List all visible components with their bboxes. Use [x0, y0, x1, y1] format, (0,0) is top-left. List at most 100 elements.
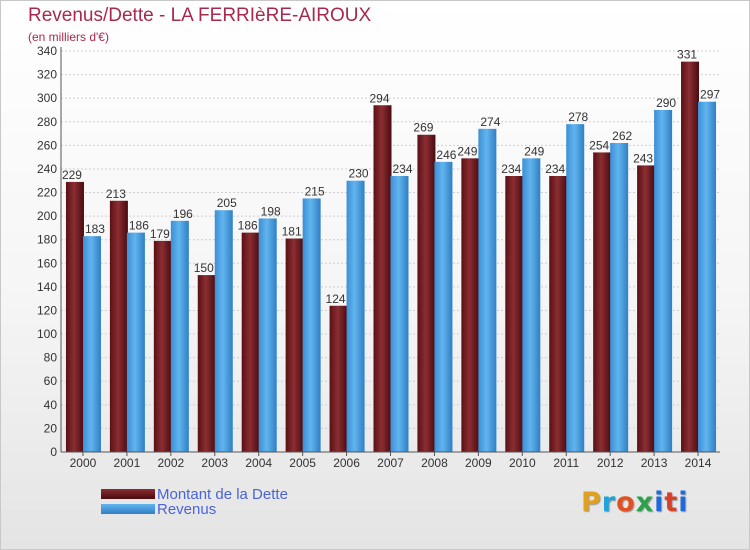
- x-tick-label: 2006: [333, 456, 360, 470]
- bars: [65, 61, 717, 453]
- bar-debt: [505, 176, 524, 453]
- bar-revenue: [654, 109, 673, 453]
- bar-debt: [329, 305, 348, 452]
- bar-debt: [153, 240, 172, 452]
- y-tick-label: 180: [37, 233, 57, 247]
- data-label-revenue: 290: [656, 96, 676, 110]
- bar-debt: [417, 134, 436, 453]
- bar-revenue: [434, 161, 453, 453]
- bar-debt: [549, 176, 568, 453]
- bar-debt: [197, 275, 216, 452]
- y-tick-label: 160: [37, 256, 57, 270]
- y-tick-label: 240: [37, 162, 57, 176]
- x-tick-label: 2012: [597, 456, 624, 470]
- y-tick-label: 280: [37, 115, 57, 129]
- bar-revenue: [258, 218, 277, 452]
- bar-revenue: [126, 232, 145, 452]
- x-tick-label: 2005: [289, 456, 316, 470]
- bar-revenue: [390, 176, 409, 453]
- data-label-debt: 243: [633, 151, 653, 165]
- bar-debt: [681, 61, 700, 452]
- data-label-debt: 179: [150, 227, 170, 241]
- data-label-debt: 249: [457, 144, 477, 158]
- legend-label-revenue: Revenus: [157, 501, 217, 518]
- y-tick-label: 220: [37, 186, 57, 200]
- x-tick-label: 2007: [377, 456, 404, 470]
- data-label-debt: 234: [545, 162, 565, 176]
- logo-letter: P: [581, 487, 602, 518]
- logo-letter: i: [678, 487, 689, 518]
- bar-debt: [285, 238, 304, 452]
- bar-debt: [593, 152, 612, 452]
- x-tick-label: 2002: [157, 456, 184, 470]
- x-tick-label: 2014: [685, 456, 712, 470]
- data-label-revenue: 262: [612, 129, 632, 143]
- data-label-revenue: 234: [392, 162, 412, 176]
- x-tick-label: 2008: [421, 456, 448, 470]
- bar-revenue: [566, 124, 585, 452]
- data-label-debt: 229: [62, 168, 82, 182]
- bar-debt: [241, 232, 260, 452]
- y-tick-label: 340: [37, 44, 57, 58]
- data-label-revenue: 205: [217, 196, 237, 210]
- x-tick-label: 2000: [70, 456, 97, 470]
- data-label-debt: 213: [106, 187, 126, 201]
- data-label-revenue: 278: [568, 110, 588, 124]
- y-tick-label: 40: [44, 398, 58, 412]
- data-label-revenue: 215: [305, 184, 325, 198]
- bar-debt: [637, 165, 656, 452]
- x-tick-label: 2004: [245, 456, 272, 470]
- bar-revenue: [82, 236, 101, 452]
- y-tick-label: 80: [44, 351, 58, 365]
- data-label-revenue: 186: [129, 219, 149, 233]
- bar-debt: [461, 158, 480, 452]
- bar-debt: [109, 200, 128, 452]
- data-label-revenue: 230: [349, 167, 369, 181]
- x-tick-label: 2013: [641, 456, 668, 470]
- x-tick-label: 2010: [509, 456, 536, 470]
- chart-title: Revenus/Dette - LA FERRIèRE-AIROUX: [28, 5, 372, 26]
- legend-swatch-debt: [101, 489, 155, 499]
- data-label-revenue: 196: [173, 207, 193, 221]
- data-label-debt: 124: [326, 292, 346, 306]
- bar-debt: [65, 181, 84, 452]
- bar-revenue: [214, 210, 233, 452]
- axes: 0 20 40 60 80 100 120 140 160 180 200 220 240 260 280 3…: [37, 44, 720, 470]
- data-label-debt: 331: [677, 48, 697, 62]
- data-label-debt: 150: [194, 261, 214, 275]
- bar-revenue: [170, 220, 189, 452]
- logo-letter: i: [654, 487, 665, 518]
- y-tick-label: 140: [37, 280, 57, 294]
- x-tick-label: 2003: [201, 456, 228, 470]
- x-tick-label: 2001: [114, 456, 141, 470]
- x-tick-label: 2011: [553, 456, 579, 470]
- data-label-revenue: 198: [261, 204, 281, 218]
- y-tick-label: 200: [37, 209, 57, 223]
- y-tick-label: 320: [37, 68, 57, 82]
- logo-letter: t: [664, 487, 679, 518]
- bar-revenue: [698, 101, 717, 452]
- data-label-revenue: 274: [480, 115, 500, 129]
- y-tick-label: 300: [37, 91, 57, 105]
- bar-revenue: [302, 198, 321, 452]
- y-tick-label: 100: [37, 327, 57, 341]
- data-label-debt: 294: [369, 91, 389, 105]
- y-tick-label: 120: [37, 303, 57, 317]
- bar-revenue: [610, 142, 629, 452]
- data-label-debt: 234: [501, 162, 521, 176]
- legend-label-debt: Montant de la Dette: [157, 486, 288, 503]
- data-labels: 2291832131861791961502051861981812151242…: [62, 48, 720, 306]
- bar-revenue: [522, 158, 541, 452]
- data-label-debt: 181: [282, 225, 302, 239]
- bar-debt: [373, 105, 392, 453]
- data-label-debt: 269: [413, 121, 433, 135]
- bar-revenue: [478, 128, 497, 452]
- y-tick-label: 20: [44, 421, 58, 435]
- data-label-revenue: 249: [524, 144, 544, 158]
- chart-subtitle: (en milliers d'€): [28, 30, 109, 44]
- data-label-debt: 186: [238, 219, 258, 233]
- logo-letter: r: [601, 487, 617, 518]
- data-label-debt: 254: [589, 138, 609, 152]
